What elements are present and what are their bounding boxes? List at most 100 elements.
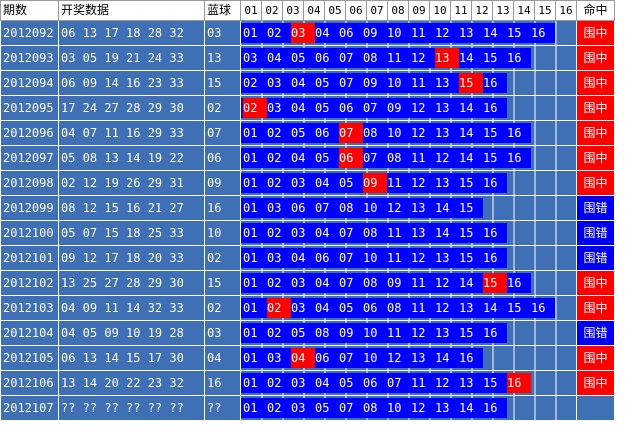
- blue-ball-cell[interactable]: 15: [204, 270, 241, 296]
- hit-status-cell[interactable]: 围错: [576, 245, 615, 271]
- period-cell[interactable]: 2012094: [0, 70, 59, 96]
- picks-cell[interactable]: 01 02 05 06 07 08 10 12 13 14 15 16: [240, 120, 577, 146]
- period-cell[interactable]: 2012097: [0, 145, 59, 171]
- picks-cell[interactable]: 01 03 04 06 07 10 12 13 14 16: [240, 345, 577, 371]
- period-cell[interactable]: 2012104: [0, 320, 59, 346]
- header-ball-11[interactable]: 11: [450, 0, 472, 21]
- picks-cell[interactable]: 01 02 03 04 05 06 07 11 12 13 15 16: [240, 370, 577, 396]
- period-cell[interactable]: 2012095: [0, 95, 59, 121]
- blue-ball-cell[interactable]: 06: [204, 145, 241, 171]
- draw-data-cell[interactable]: 04 05 09 10 19 28: [58, 320, 205, 346]
- blue-ball-cell[interactable]: 16: [204, 195, 241, 221]
- hit-status-cell[interactable]: 围中: [576, 145, 615, 171]
- period-cell[interactable]: 2012103: [0, 295, 59, 321]
- blue-ball-cell[interactable]: 15: [204, 70, 241, 96]
- hit-status-cell[interactable]: 围错: [576, 220, 615, 246]
- table-row[interactable]: 2012094 06 09 14 16 23 33 15 02 03 04 05 07 09 10…: [0, 70, 615, 96]
- header-blue-ball[interactable]: 蓝球: [204, 0, 241, 21]
- hit-status-cell[interactable]: 围中: [576, 295, 615, 321]
- header-ball-16[interactable]: 16: [555, 0, 577, 21]
- table-row[interactable]: 2012098 02 12 19 26 29 31 09 01 02 03 04 05 09 11…: [0, 170, 615, 196]
- draw-data-cell[interactable]: 17 24 27 28 29 30: [58, 95, 205, 121]
- header-ball-15[interactable]: 15: [534, 0, 556, 21]
- header-ball-13[interactable]: 13: [492, 0, 514, 21]
- header-hit[interactable]: 命中: [576, 0, 615, 21]
- period-cell[interactable]: 2012101: [0, 245, 59, 271]
- period-cell[interactable]: 2012106: [0, 370, 59, 396]
- hit-status-cell[interactable]: 围中: [576, 370, 615, 396]
- hit-status-cell[interactable]: 围错: [576, 320, 615, 346]
- picks-cell[interactable]: 01 02 04 05 06 07 08 11 12 14 15 16: [240, 145, 577, 171]
- blue-ball-cell[interactable]: 10: [204, 220, 241, 246]
- picks-cell[interactable]: 02 03 04 05 07 09 10 11 13 15 16: [240, 70, 577, 96]
- period-cell[interactable]: 2012092: [0, 20, 59, 46]
- header-ball-05[interactable]: 05: [324, 0, 346, 21]
- table-row[interactable]: 2012092 06 13 17 18 28 32 03 01 02 03 04 06 09 10…: [0, 20, 615, 46]
- table-row[interactable]: 2012107?? ?? ?? ?? ?? ???? 01 02 03 05 07 08 10…: [0, 395, 615, 421]
- header-ball-06[interactable]: 06: [345, 0, 367, 21]
- picks-cell[interactable]: 01 02 05 08 09 10 11 12 13 15 16: [240, 320, 577, 346]
- picks-cell[interactable]: 01 03 06 07 08 10 12 13 14 15: [240, 195, 577, 221]
- picks-cell[interactable]: 01 02 03 04 05 06 08 11 12 13 14 15 16: [240, 295, 577, 321]
- header-period[interactable]: 期数: [0, 0, 59, 21]
- draw-data-cell[interactable]: 04 07 11 16 29 33: [58, 120, 205, 146]
- table-row[interactable]: 2012104 04 05 09 10 19 28 03 01 02 05 08 09 10 11…: [0, 320, 615, 346]
- table-row[interactable]: 2012101 09 12 17 18 20 33 02 01 03 04 06 07 10 11…: [0, 245, 615, 271]
- hit-status-cell[interactable]: 围中: [576, 20, 615, 46]
- period-cell[interactable]: 2012107: [0, 395, 59, 421]
- table-row[interactable]: 2012105 06 13 14 15 17 30 04 01 03 04 06 07 10 12…: [0, 345, 615, 371]
- draw-data-cell[interactable]: 05 08 13 14 19 22: [58, 145, 205, 171]
- header-ball-02[interactable]: 02: [261, 0, 283, 21]
- table-row[interactable]: 2012097 05 08 13 14 19 22 06 01 02 04 05 06 07 08…: [0, 145, 615, 171]
- picks-cell[interactable]: 01 02 03 05 07 08 10 12 13 14 16: [240, 395, 577, 421]
- picks-cell[interactable]: 02 03 04 05 06 07 09 12 13 14 16: [240, 95, 577, 121]
- blue-ball-cell[interactable]: 02: [204, 295, 241, 321]
- period-cell[interactable]: 2012105: [0, 345, 59, 371]
- header-ball-03[interactable]: 03: [282, 0, 304, 21]
- header-ball-01[interactable]: 01: [240, 0, 262, 21]
- header-ball-09[interactable]: 09: [408, 0, 430, 21]
- period-cell[interactable]: 2012093: [0, 45, 59, 71]
- table-row[interactable]: 2012106 13 14 20 22 23 32 16 01 02 03 04 05 06 07…: [0, 370, 615, 396]
- blue-ball-cell[interactable]: 16: [204, 370, 241, 396]
- hit-status-cell[interactable]: 围中: [576, 270, 615, 296]
- picks-cell[interactable]: 01 03 04 06 07 10 11 12 13 15 16: [240, 245, 577, 271]
- header-draw-data[interactable]: 开奖数据: [58, 0, 205, 21]
- draw-data-cell[interactable]: 13 14 20 22 23 32: [58, 370, 205, 396]
- table-row[interactable]: 2012093 03 05 19 21 24 33 13 03 04 05 06 07 08 11…: [0, 45, 615, 71]
- blue-ball-cell[interactable]: 13: [204, 45, 241, 71]
- hit-status-cell[interactable]: 围错: [576, 195, 615, 221]
- picks-cell[interactable]: 01 02 03 04 06 09 10 11 12 13 14 15 16: [240, 20, 577, 46]
- blue-ball-cell[interactable]: 02: [204, 245, 241, 271]
- draw-data-cell[interactable]: 13 25 27 28 29 30: [58, 270, 205, 296]
- blue-ball-cell[interactable]: ??: [204, 395, 241, 421]
- hit-status-cell[interactable]: 围中: [576, 120, 615, 146]
- period-cell[interactable]: 2012100: [0, 220, 59, 246]
- picks-cell[interactable]: 01 02 03 04 07 08 11 13 14 15 16: [240, 220, 577, 246]
- hit-status-cell[interactable]: 围中: [576, 45, 615, 71]
- hit-status-cell[interactable]: 围中: [576, 95, 615, 121]
- period-cell[interactable]: 2012099: [0, 195, 59, 221]
- hit-status-cell[interactable]: 围中: [576, 345, 615, 371]
- picks-cell[interactable]: 03 04 05 06 07 08 11 12 13 14 15 16: [240, 45, 577, 71]
- picks-cell[interactable]: 01 02 03 04 07 08 09 11 12 14 15 16: [240, 270, 577, 296]
- draw-data-cell[interactable]: 02 12 19 26 29 31: [58, 170, 205, 196]
- table-row[interactable]: 2012100 05 07 15 18 25 33 10 01 02 03 04 07 08 11…: [0, 220, 615, 246]
- draw-data-cell[interactable]: 05 07 15 18 25 33: [58, 220, 205, 246]
- header-ball-12[interactable]: 12: [471, 0, 493, 21]
- draw-data-cell[interactable]: 03 05 19 21 24 33: [58, 45, 205, 71]
- draw-data-cell[interactable]: 09 12 17 18 20 33: [58, 245, 205, 271]
- header-ball-10[interactable]: 10: [429, 0, 451, 21]
- blue-ball-cell[interactable]: 02: [204, 95, 241, 121]
- blue-ball-cell[interactable]: 03: [204, 20, 241, 46]
- draw-data-cell[interactable]: 08 12 15 16 21 27: [58, 195, 205, 221]
- hit-status-cell[interactable]: 围中: [576, 70, 615, 96]
- table-row[interactable]: 2012103 04 09 11 14 32 33 02 01 02 03 04 05 06 08…: [0, 295, 615, 321]
- blue-ball-cell[interactable]: 09: [204, 170, 241, 196]
- table-row[interactable]: 2012099 08 12 15 16 21 27 16 01 03 06 07 08 10 12…: [0, 195, 615, 221]
- blue-ball-cell[interactable]: 04: [204, 345, 241, 371]
- header-ball-14[interactable]: 14: [513, 0, 535, 21]
- blue-ball-cell[interactable]: 07: [204, 120, 241, 146]
- picks-cell[interactable]: 01 02 03 04 05 09 11 12 13 15 16: [240, 170, 577, 196]
- period-cell[interactable]: 2012096: [0, 120, 59, 146]
